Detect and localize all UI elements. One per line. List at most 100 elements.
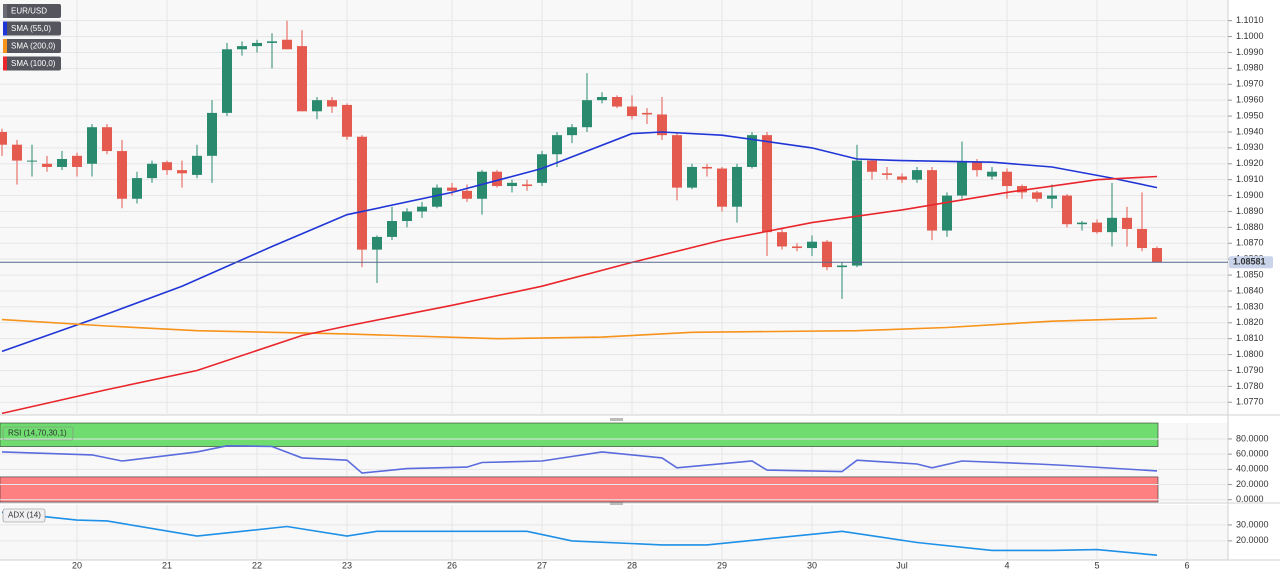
candle-body — [387, 221, 397, 237]
indicator-title: RSI (14,70,30,1) — [8, 429, 67, 438]
y-tick-label: 1.0920 — [1236, 158, 1264, 168]
x-tick-label: 5 — [1094, 560, 1099, 570]
y-tick-label: 80.0000 — [1236, 433, 1269, 443]
legend-box — [3, 56, 61, 71]
candle-body — [447, 187, 457, 191]
x-tick-label: 20 — [72, 560, 82, 570]
candle-body — [252, 42, 262, 47]
candle-body — [687, 166, 697, 188]
candle-body — [807, 241, 817, 249]
x-tick-label: 22 — [252, 560, 262, 570]
candle-body — [612, 96, 622, 107]
candle-body — [327, 100, 337, 107]
candle-body — [12, 144, 22, 161]
y-tick-label: 1.0810 — [1236, 333, 1264, 343]
candle-body — [912, 170, 922, 180]
indicator-label-box — [2, 426, 74, 441]
candle-body — [132, 178, 142, 199]
candle-body — [897, 176, 907, 180]
legend-box — [3, 39, 61, 53]
candle-body — [747, 135, 757, 167]
candle-body — [0, 131, 7, 145]
candle-body — [1077, 222, 1087, 225]
candle-body — [72, 155, 82, 167]
candle-body — [147, 163, 157, 179]
candle-body — [552, 135, 562, 155]
candle-body — [87, 127, 97, 164]
y-tick-label: 1.0980 — [1236, 63, 1264, 73]
x-tick-label: 23 — [342, 560, 352, 570]
y-tick-label: 1.0780 — [1236, 381, 1264, 391]
candle-body — [1062, 195, 1072, 225]
last-price-box — [1229, 256, 1273, 269]
candle-body — [357, 136, 367, 250]
x-tick-label: Jul — [896, 560, 908, 570]
candle-body — [987, 171, 997, 177]
candle-body — [822, 241, 832, 268]
indicator-line — [1, 317, 1158, 340]
indicator-line — [1, 511, 1158, 556]
x-tick-label: 26 — [447, 560, 457, 570]
y-tick-label: 0.0000 — [1236, 494, 1264, 504]
resize-handle[interactable] — [610, 502, 623, 505]
y-tick-label: 1.0820 — [1236, 317, 1264, 327]
overbought-band — [0, 422, 1159, 447]
legend-label: SMA (55,0) — [11, 24, 51, 33]
resize-handle[interactable] — [610, 418, 623, 421]
y-tick-label: 1.1000 — [1236, 31, 1264, 41]
candle-body — [402, 211, 412, 222]
candle-body — [507, 182, 517, 187]
candle-body — [762, 135, 772, 233]
candle-body — [1032, 192, 1042, 199]
indicator-title: ADX (14) — [8, 511, 41, 520]
price-panel — [0, 0, 1228, 415]
candle-body — [597, 96, 607, 101]
candle-body — [267, 41, 277, 43]
oversold-band — [0, 476, 1159, 503]
y-tick-label: 1.0790 — [1236, 365, 1264, 375]
candle-body — [1122, 217, 1132, 229]
candle-body — [852, 160, 862, 266]
candle-body — [462, 190, 472, 199]
legend-swatch — [3, 21, 7, 36]
candle-body — [342, 104, 352, 137]
candle-body — [177, 170, 187, 174]
candle-body — [702, 166, 712, 169]
legend: EUR/USD SMA (55,0) SMA (200,0) SMA (100,0) — [3, 4, 61, 71]
y-tick-label: 30.0000 — [1236, 519, 1269, 529]
x-tick-label: 28 — [627, 560, 637, 570]
y-tick-label: 1.0880 — [1236, 222, 1264, 232]
candle-body — [777, 232, 787, 247]
candle-body — [237, 46, 247, 50]
candle-body — [927, 170, 937, 231]
legend-box — [3, 21, 61, 36]
legend-swatch — [3, 4, 7, 18]
legend-box — [3, 4, 61, 18]
candle-body — [1017, 186, 1027, 193]
candle-body — [627, 106, 637, 117]
candle-body — [102, 127, 112, 152]
candle-body — [492, 171, 502, 187]
legend-label: SMA (100,0) — [11, 59, 56, 68]
y-tick-label: 20.0000 — [1236, 479, 1269, 489]
indicator-line — [1, 175, 1158, 415]
y-tick-label: 20.0000 — [1236, 535, 1269, 545]
y-tick-label: 1.0910 — [1236, 174, 1264, 184]
candle-body — [417, 206, 427, 212]
indicator-label-box — [2, 508, 46, 523]
candle-body — [837, 265, 847, 268]
y-tick-label: 1.0770 — [1236, 397, 1264, 407]
legend-label: SMA (200,0) — [11, 42, 56, 51]
y-tick-label: 1.0850 — [1236, 269, 1264, 279]
adx-panel — [0, 505, 1228, 560]
candle-body — [1152, 248, 1162, 263]
y-tick-label: 1.0990 — [1236, 47, 1264, 57]
candle-body — [792, 246, 802, 249]
candle-body — [732, 166, 742, 207]
candle-body — [162, 162, 172, 171]
y-tick-label: 1.0840 — [1236, 285, 1264, 295]
candle-body — [957, 162, 967, 196]
y-tick-label: 60.0000 — [1236, 449, 1269, 459]
